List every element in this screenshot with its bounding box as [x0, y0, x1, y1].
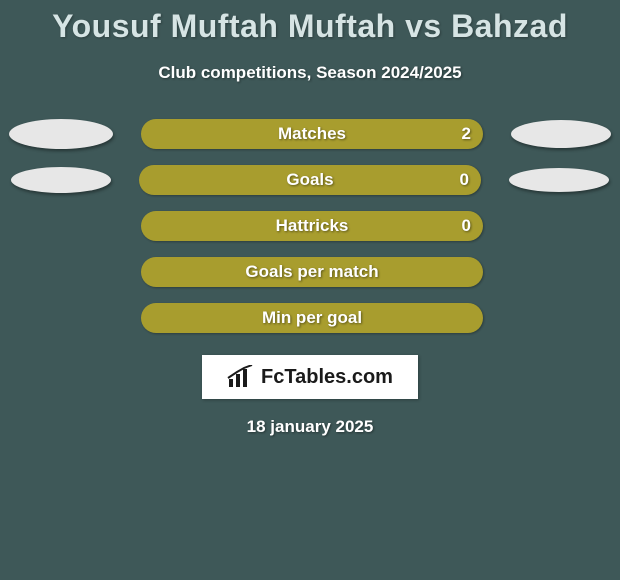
stat-label: Goals — [286, 170, 333, 190]
page-title: Yousuf Muftah Muftah vs Bahzad — [0, 0, 620, 45]
left-ellipse — [11, 167, 111, 193]
left-ellipse-spacer — [9, 226, 113, 227]
stat-label: Matches — [278, 124, 346, 144]
logo-box: FcTables.com — [202, 355, 418, 399]
subtitle: Club competitions, Season 2024/2025 — [0, 63, 620, 83]
stat-value: 0 — [460, 170, 469, 190]
stat-label: Min per goal — [262, 308, 362, 328]
stat-label: Goals per match — [245, 262, 378, 282]
left-ellipse — [9, 119, 113, 149]
stat-bar: Hattricks 0 — [141, 211, 483, 241]
right-ellipse-spacer — [511, 318, 611, 319]
right-ellipse — [511, 120, 611, 148]
stat-bar: Min per goal — [141, 303, 483, 333]
left-ellipse-spacer — [9, 272, 113, 273]
right-ellipse-spacer — [511, 226, 611, 227]
left-ellipse-spacer — [9, 318, 113, 319]
stat-row: Hattricks 0 — [0, 203, 620, 249]
stat-bar: Goals 0 — [139, 165, 481, 195]
right-ellipse — [509, 168, 609, 192]
stat-row: Goals per match — [0, 249, 620, 295]
stat-value: 0 — [462, 216, 471, 236]
stat-rows: Matches 2 Goals 0 Hattricks 0 Goals per match M… — [0, 111, 620, 341]
logo-text: FcTables.com — [261, 366, 393, 389]
right-ellipse-spacer — [511, 272, 611, 273]
stat-bar: Matches 2 — [141, 119, 483, 149]
stat-row: Min per goal — [0, 295, 620, 341]
stat-row: Matches 2 — [0, 111, 620, 157]
bar-chart-icon — [227, 365, 255, 389]
date-label: 18 january 2025 — [0, 417, 620, 437]
stat-bar: Goals per match — [141, 257, 483, 287]
stat-value: 2 — [462, 124, 471, 144]
stat-label: Hattricks — [276, 216, 349, 236]
stat-row: Goals 0 — [0, 157, 620, 203]
